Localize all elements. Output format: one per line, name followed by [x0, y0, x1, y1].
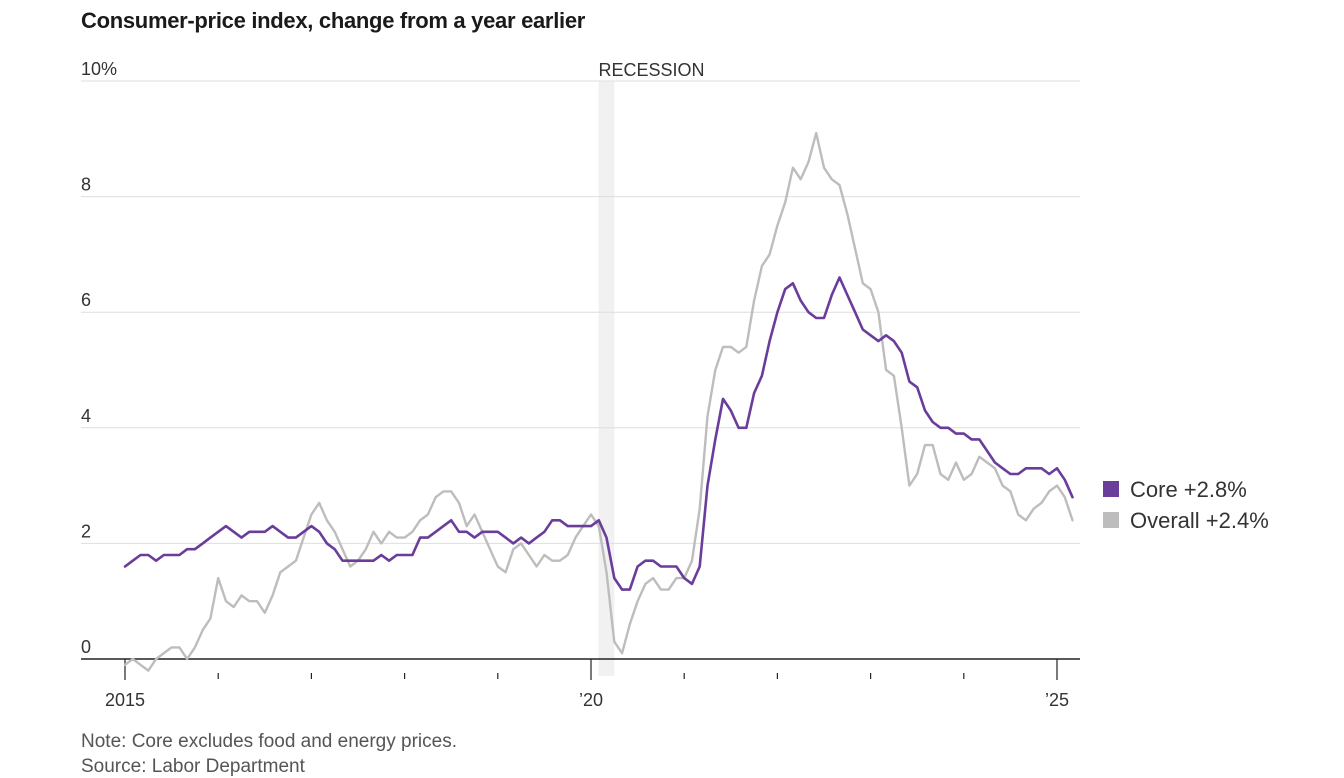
recession-label: RECESSION [598, 60, 704, 80]
x-tick-label-2015: 2015 [105, 690, 145, 710]
legend-label-overall: Overall +2.4% [1130, 508, 1269, 533]
x-tick-label-2020: ’20 [579, 690, 603, 710]
y-axis-tick-labels: 0 2 4 6 8 10% [81, 59, 117, 657]
series-lines [123, 131, 1074, 672]
y-tick-label-8: 8 [81, 175, 91, 195]
series-line-core [123, 276, 1074, 591]
recession-shade [598, 81, 615, 676]
legend-swatch-core [1103, 481, 1119, 497]
y-tick-label-10: 10% [81, 59, 117, 79]
gridlines [81, 80, 1080, 544]
legend: Core +2.8% Overall +2.4% [1103, 477, 1269, 533]
y-tick-label-2: 2 [81, 521, 91, 541]
legend-label-core: Core +2.8% [1130, 477, 1247, 502]
x-axis: 2015 ’20 ’25 [81, 658, 1080, 710]
chart-note: Note: Core excludes food and energy pric… [81, 731, 457, 752]
chart-source: Source: Labor Department [81, 756, 305, 777]
y-tick-label-4: 4 [81, 406, 91, 426]
chart-title: Consumer-price index, change from a year… [81, 8, 586, 33]
y-tick-label-0: 0 [81, 637, 91, 657]
legend-swatch-overall [1103, 512, 1119, 528]
recession-band: RECESSION [598, 60, 704, 676]
series-line-overall [123, 131, 1074, 672]
y-tick-label-6: 6 [81, 290, 91, 310]
x-tick-label-2025: ’25 [1045, 690, 1069, 710]
